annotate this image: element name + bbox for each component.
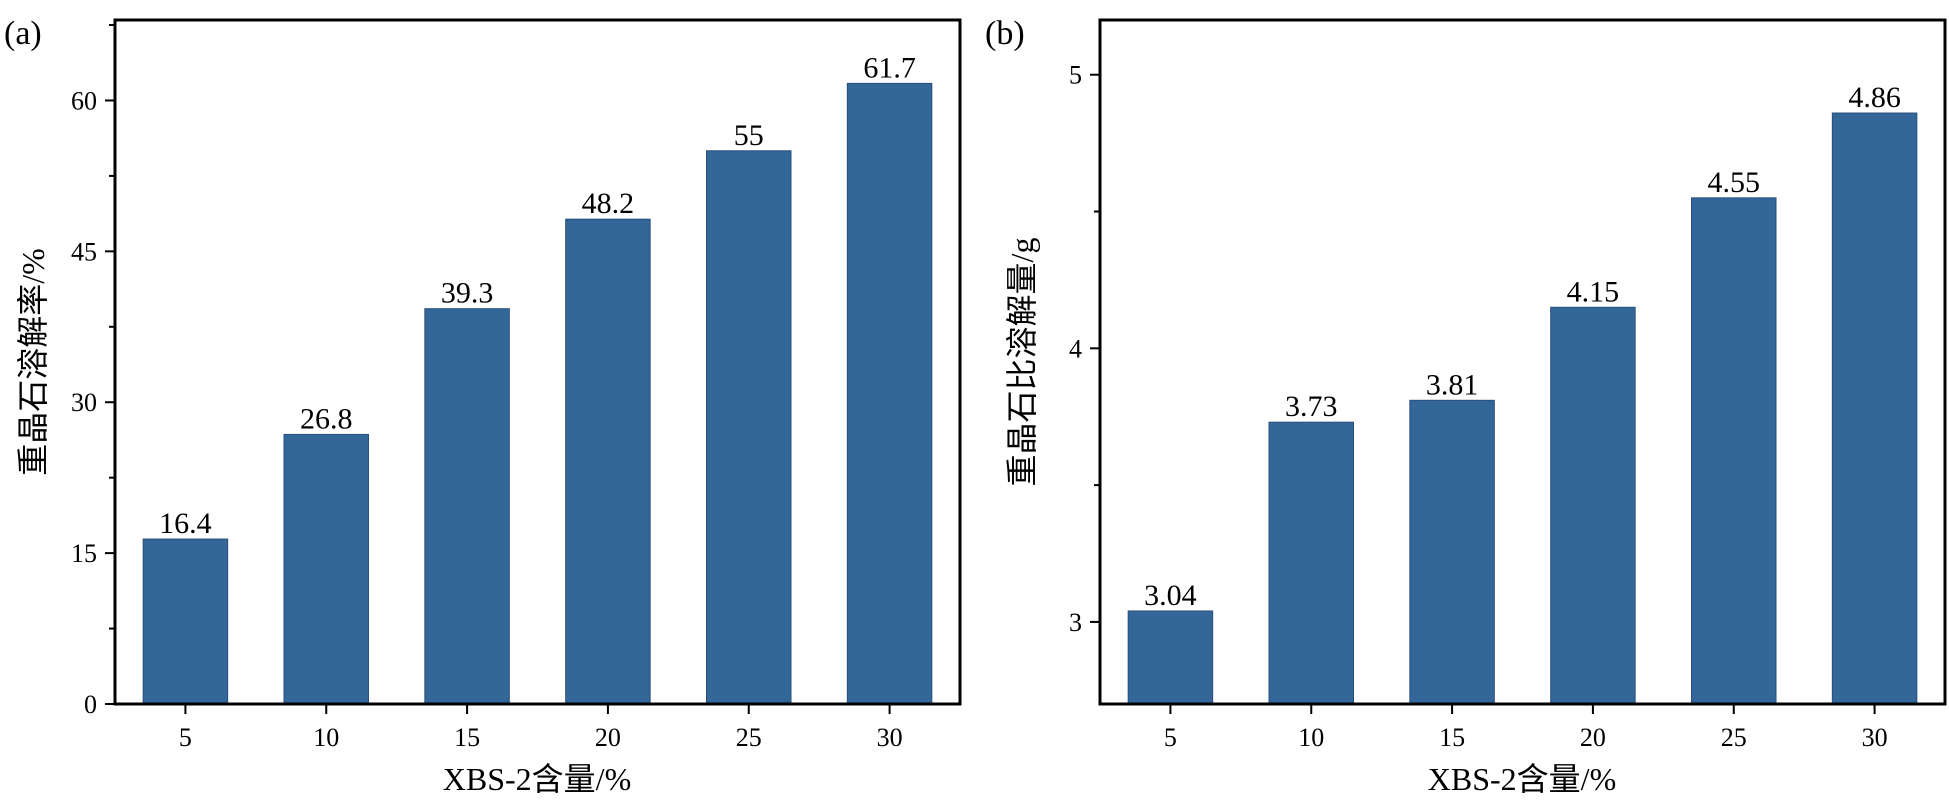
- bar-value-label-a: 39.3: [441, 277, 494, 310]
- x-tick-label-b: 5: [1164, 723, 1177, 752]
- x-tick-label-a: 15: [454, 723, 480, 752]
- bar-a-20: [565, 218, 651, 705]
- panel-label-b: (b): [985, 15, 1025, 52]
- plot-area-a: 0 15 30 45 60 16.4 5 26.8 10 39.3 15 48.2 20 55 25 61.7…: [71, 24, 933, 752]
- panel-label-a: (a): [4, 15, 42, 52]
- bar-value-label-b: 3.81: [1426, 368, 1479, 401]
- y-axis-label-b: 重晶石比溶解量/g: [1004, 238, 1040, 487]
- x-tick-label-a: 30: [877, 723, 903, 752]
- panel-a: (a) 0 15 30 45 60 16.4 5 26.8 10 39.3 15 48.2 20 55 25…: [4, 15, 962, 797]
- y-tick-label-a: 30: [71, 388, 97, 417]
- y-axis-label-a: 重晶石溶解率/%: [15, 248, 51, 476]
- x-tick-label-b: 10: [1298, 723, 1324, 752]
- bar-b-5: [1127, 610, 1214, 705]
- panel-b: (b) 3 4 5 3.04 5 3.73 10 3.81 15 4.15 20 4.55 25 4.86…: [985, 15, 1947, 797]
- x-axis-label-b: XBS-2含量/%: [1428, 761, 1616, 797]
- bar-b-20: [1550, 306, 1636, 705]
- bar-value-label-b: 4.15: [1567, 275, 1620, 308]
- x-tick-label-a: 20: [595, 723, 621, 752]
- bar-value-label-b: 4.55: [1708, 166, 1761, 199]
- bar-b-10: [1268, 421, 1354, 705]
- bar-b-25: [1691, 197, 1777, 705]
- bar-value-label-a: 26.8: [300, 402, 353, 435]
- bar-value-label-a: 55: [734, 119, 764, 152]
- y-tick-label-b: 3: [1069, 608, 1082, 637]
- bar-b-15: [1409, 399, 1495, 705]
- bar-a-30: [846, 82, 933, 705]
- bar-value-label-b: 3.73: [1285, 390, 1338, 423]
- x-tick-label-b: 30: [1862, 723, 1888, 752]
- y-tick-label-a: 60: [71, 86, 97, 115]
- bar-a-5: [142, 538, 229, 705]
- bar-value-label-b: 4.86: [1848, 81, 1901, 114]
- bar-value-label-a: 61.7: [863, 51, 916, 84]
- y-tick-label-a: 45: [71, 237, 97, 266]
- x-tick-label-a: 5: [179, 723, 192, 752]
- plot-frame-b: [1098, 18, 1947, 706]
- bar-value-label-a: 48.2: [582, 187, 635, 220]
- bar-value-label-a: 16.4: [159, 507, 212, 540]
- bar-value-label-b: 3.04: [1144, 579, 1197, 612]
- bar-a-15: [424, 308, 510, 705]
- bar-a-10: [283, 433, 369, 705]
- y-tick-label-b: 5: [1069, 61, 1082, 90]
- x-tick-label-b: 25: [1721, 723, 1747, 752]
- bar-b-30: [1831, 112, 1918, 705]
- plot-area-b: 3 4 5 3.04 5 3.73 10 3.81 15 4.15 20 4.55 25 4.86 30: [1069, 61, 1918, 752]
- bar-a-25: [706, 150, 792, 705]
- y-tick-label-b: 4: [1069, 334, 1082, 363]
- y-tick-label-a: 0: [84, 690, 97, 719]
- y-tick-label-a: 15: [71, 539, 97, 568]
- x-tick-label-a: 25: [736, 723, 762, 752]
- x-tick-label-b: 20: [1580, 723, 1606, 752]
- x-axis-label-a: XBS-2含量/%: [443, 761, 631, 797]
- x-tick-label-b: 15: [1439, 723, 1465, 752]
- plot-frame-a: [113, 18, 962, 706]
- x-tick-label-a: 10: [313, 723, 339, 752]
